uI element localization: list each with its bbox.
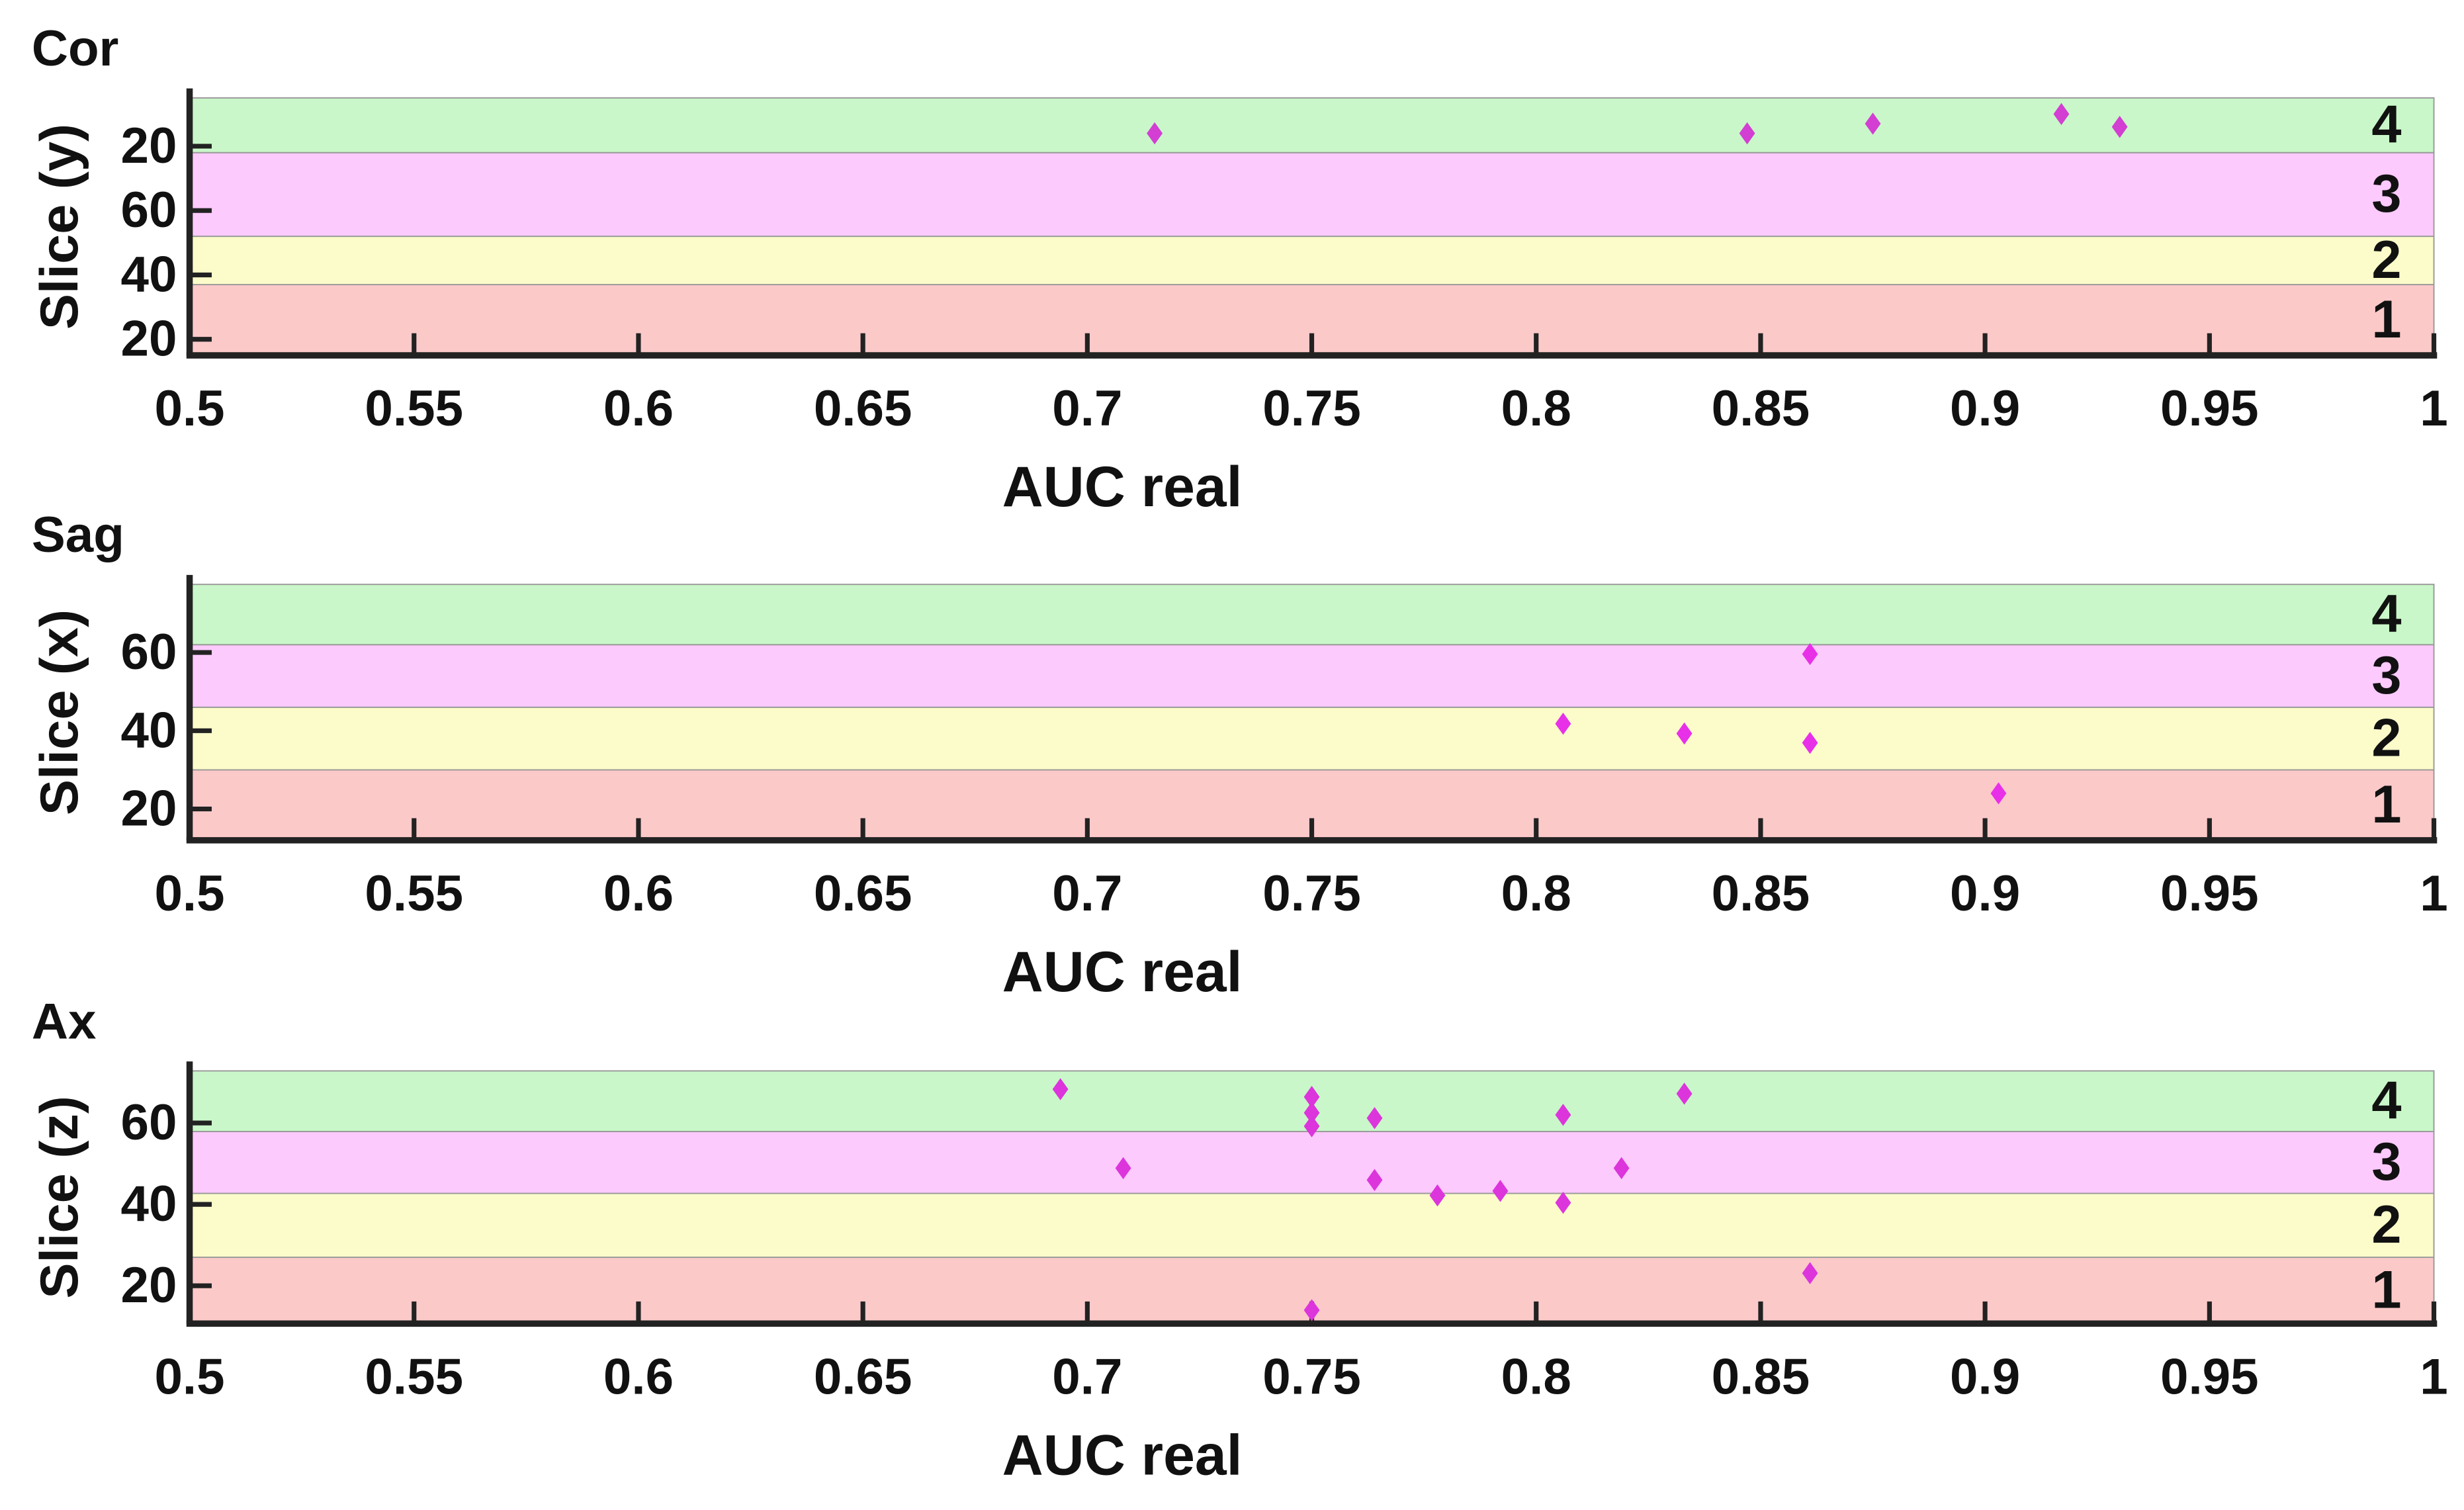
x-tick-label: 0.6 bbox=[603, 866, 674, 922]
x-tick-label: 0.5 bbox=[154, 866, 224, 922]
x-tick-label: 0.95 bbox=[2160, 380, 2259, 437]
point bbox=[1802, 643, 1818, 666]
x-tick-label: 0.55 bbox=[365, 1349, 463, 1405]
point bbox=[1739, 122, 1755, 145]
x-tick-label: 0.9 bbox=[1950, 380, 2020, 437]
band bbox=[189, 706, 2435, 771]
chart-title: Cor bbox=[32, 21, 119, 77]
y-axis-label: Slice (y) bbox=[30, 124, 89, 330]
point bbox=[1115, 1157, 1131, 1180]
point bbox=[1802, 731, 1818, 754]
y-tick-label: 20 bbox=[121, 311, 177, 367]
x-axis-label: AUC real bbox=[1002, 1423, 1243, 1487]
x-tick-label: 0.7 bbox=[1052, 866, 1122, 922]
x-tick-label: 0.8 bbox=[1501, 866, 1571, 922]
y-tick-label: 20 bbox=[121, 1257, 177, 1313]
x-tick-label: 0.8 bbox=[1501, 380, 1571, 437]
x-tick-label: 0.65 bbox=[814, 1349, 912, 1405]
x-tick-label: 0.6 bbox=[603, 380, 674, 437]
band-label: 2 bbox=[2371, 230, 2401, 290]
x-tick-label: 1 bbox=[2420, 380, 2447, 437]
x-tick-label: 0.55 bbox=[365, 866, 463, 922]
band bbox=[189, 584, 2435, 646]
x-tick-label: 0.95 bbox=[2160, 1349, 2259, 1405]
y-tick-label: 20 bbox=[121, 781, 177, 837]
point bbox=[1676, 722, 1693, 745]
x-tick-label: 0.9 bbox=[1950, 866, 2020, 922]
y-tick-label: 60 bbox=[121, 624, 177, 680]
chart-title: Sag bbox=[32, 507, 124, 563]
x-axis-label: AUC real bbox=[1002, 940, 1243, 1004]
point bbox=[1303, 1299, 1320, 1321]
x-axis-label: AUC real bbox=[1002, 455, 1243, 519]
band-label: 3 bbox=[2371, 646, 2401, 705]
x-tick-label: 0.8 bbox=[1501, 1349, 1571, 1405]
x-tick-label: 0.65 bbox=[814, 866, 912, 922]
point bbox=[1802, 1262, 1818, 1284]
band-label: 1 bbox=[2371, 290, 2401, 349]
band bbox=[189, 1131, 2435, 1194]
x-tick-label: 0.85 bbox=[1712, 380, 1810, 437]
point bbox=[1303, 1115, 1320, 1137]
x-tick-label: 0.75 bbox=[1262, 380, 1361, 437]
chart-title: Ax bbox=[32, 993, 97, 1049]
x-tick-label: 0.6 bbox=[603, 1349, 674, 1405]
band bbox=[189, 644, 2435, 708]
band bbox=[189, 152, 2435, 238]
y-axis-label: Slice (x) bbox=[30, 609, 89, 815]
y-tick-label: 40 bbox=[121, 702, 177, 758]
band-label: 4 bbox=[2371, 1071, 2401, 1130]
point bbox=[1613, 1157, 1630, 1180]
x-tick-label: 0.9 bbox=[1950, 1349, 2020, 1405]
point bbox=[1052, 1078, 1069, 1100]
y-tick-label: 20 bbox=[121, 118, 177, 174]
x-tick-label: 0.95 bbox=[2160, 866, 2259, 922]
point bbox=[1676, 1083, 1693, 1105]
band-label: 4 bbox=[2371, 95, 2401, 155]
y-tick-label: 60 bbox=[121, 182, 177, 238]
point bbox=[1303, 1102, 1320, 1124]
band-label: 4 bbox=[2371, 584, 2401, 644]
y-tick-label: 40 bbox=[121, 246, 177, 302]
point bbox=[1865, 112, 1881, 135]
x-tick-label: 0.75 bbox=[1262, 866, 1361, 922]
band-label: 2 bbox=[2371, 708, 2401, 768]
band bbox=[189, 97, 2435, 154]
x-tick-label: 0.5 bbox=[154, 1349, 224, 1405]
point bbox=[2111, 116, 2128, 138]
x-tick-label: 1 bbox=[2420, 866, 2447, 922]
y-axis-label: Slice (z) bbox=[30, 1096, 89, 1299]
y-tick-label: 40 bbox=[121, 1176, 177, 1232]
x-tick-label: 0.5 bbox=[154, 380, 224, 437]
y-tick-label: 60 bbox=[121, 1094, 177, 1151]
x-tick-label: 0.85 bbox=[1712, 866, 1810, 922]
band bbox=[189, 1192, 2435, 1259]
x-tick-label: 0.7 bbox=[1052, 1349, 1122, 1405]
x-tick-label: 1 bbox=[2420, 1349, 2447, 1405]
band-label: 3 bbox=[2371, 164, 2401, 224]
x-tick-label: 0.85 bbox=[1712, 1349, 1810, 1405]
x-tick-label: 0.75 bbox=[1262, 1349, 1361, 1405]
band-label: 2 bbox=[2371, 1195, 2401, 1255]
band-label: 3 bbox=[2371, 1132, 2401, 1192]
band-label: 1 bbox=[2371, 775, 2401, 834]
band bbox=[189, 236, 2435, 286]
x-tick-label: 0.55 bbox=[365, 380, 463, 437]
point bbox=[1147, 122, 1163, 145]
band-label: 1 bbox=[2371, 1260, 2401, 1319]
x-tick-label: 0.65 bbox=[814, 380, 912, 437]
point bbox=[1303, 1086, 1320, 1108]
x-tick-label: 0.7 bbox=[1052, 380, 1122, 437]
